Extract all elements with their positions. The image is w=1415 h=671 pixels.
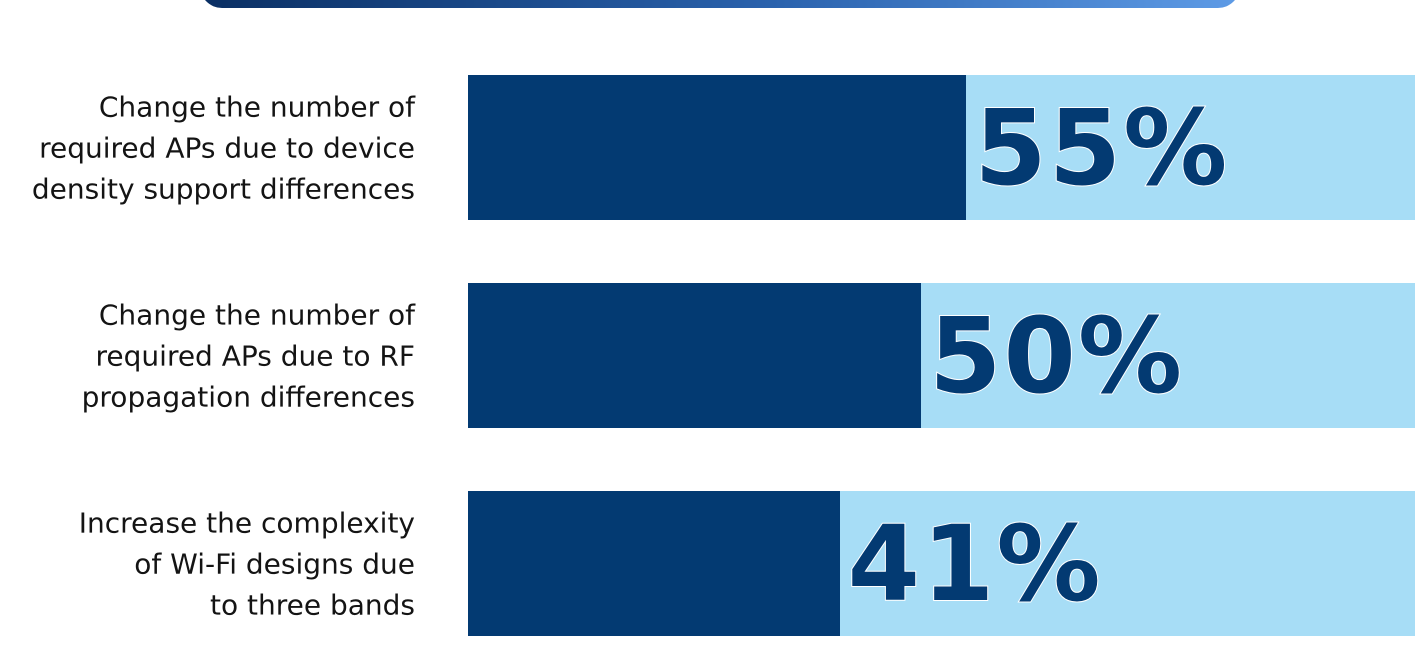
bar-track: 50% — [468, 283, 1415, 428]
category-label: Increase the complexity of Wi-Fi designs… — [78, 506, 415, 621]
data-label: 55% — [973, 86, 1230, 209]
bar — [468, 283, 922, 428]
bar-row: Increase the complexity of Wi-Fi designs… — [0, 491, 1415, 636]
data-label: 41% — [847, 502, 1103, 625]
category-label: Change the number of required APs due to… — [31, 90, 415, 205]
bar-row: Change the number of required APs due to… — [0, 75, 1415, 220]
bar-row: Change the number of required APs due to… — [0, 283, 1415, 428]
category-label: Change the number of required APs due to… — [81, 298, 415, 413]
bar-track: 41% — [468, 491, 1415, 636]
header-banner — [200, 0, 1240, 8]
bar — [468, 75, 967, 220]
bar-track: 55% — [468, 75, 1415, 220]
bar — [468, 491, 840, 636]
data-label: 50% — [928, 294, 1185, 417]
